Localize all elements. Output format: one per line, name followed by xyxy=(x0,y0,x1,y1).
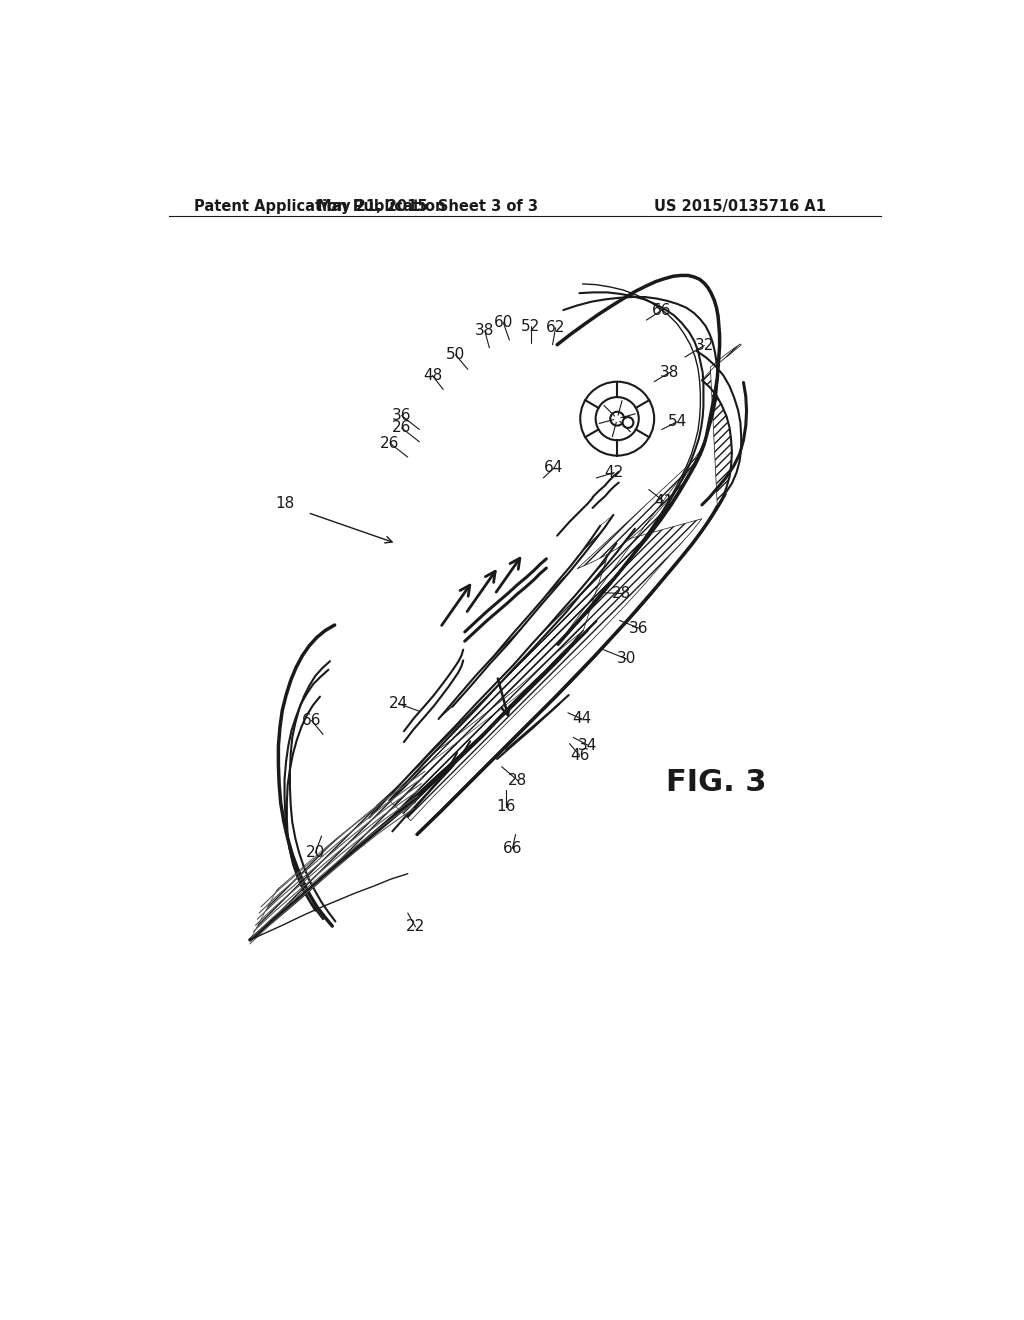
Text: 66: 66 xyxy=(302,713,322,729)
Text: 38: 38 xyxy=(659,364,679,380)
Text: 32: 32 xyxy=(694,338,714,352)
Text: 46: 46 xyxy=(569,747,589,763)
Circle shape xyxy=(610,412,625,425)
Text: 28: 28 xyxy=(508,774,527,788)
Text: 18: 18 xyxy=(274,496,294,511)
Text: 41: 41 xyxy=(653,494,673,508)
Text: 16: 16 xyxy=(497,799,516,814)
Circle shape xyxy=(623,417,634,428)
Text: 20: 20 xyxy=(306,845,325,861)
Text: 44: 44 xyxy=(572,711,592,726)
Text: May 21, 2015  Sheet 3 of 3: May 21, 2015 Sheet 3 of 3 xyxy=(316,198,538,214)
Text: 62: 62 xyxy=(546,321,565,335)
Text: 36: 36 xyxy=(629,620,648,636)
Text: 34: 34 xyxy=(579,738,598,752)
Text: 26: 26 xyxy=(392,420,412,436)
Text: 42: 42 xyxy=(604,465,624,480)
Text: 54: 54 xyxy=(668,414,687,429)
Text: 24: 24 xyxy=(389,696,409,711)
Text: 22: 22 xyxy=(406,919,425,935)
Text: 64: 64 xyxy=(545,461,564,475)
Text: 38: 38 xyxy=(475,323,495,338)
Text: Patent Application Publication: Patent Application Publication xyxy=(195,198,446,214)
Text: 28: 28 xyxy=(612,586,632,601)
Text: 60: 60 xyxy=(494,315,513,330)
Text: 50: 50 xyxy=(445,347,465,362)
Text: 36: 36 xyxy=(392,408,412,424)
Text: 66: 66 xyxy=(652,302,672,318)
Text: 52: 52 xyxy=(521,318,541,334)
Text: 48: 48 xyxy=(423,368,442,383)
Text: 26: 26 xyxy=(380,436,399,451)
Text: US 2015/0135716 A1: US 2015/0135716 A1 xyxy=(654,198,826,214)
Text: FIG. 3: FIG. 3 xyxy=(666,768,766,796)
Text: 66: 66 xyxy=(503,841,522,855)
Text: 30: 30 xyxy=(616,651,636,667)
